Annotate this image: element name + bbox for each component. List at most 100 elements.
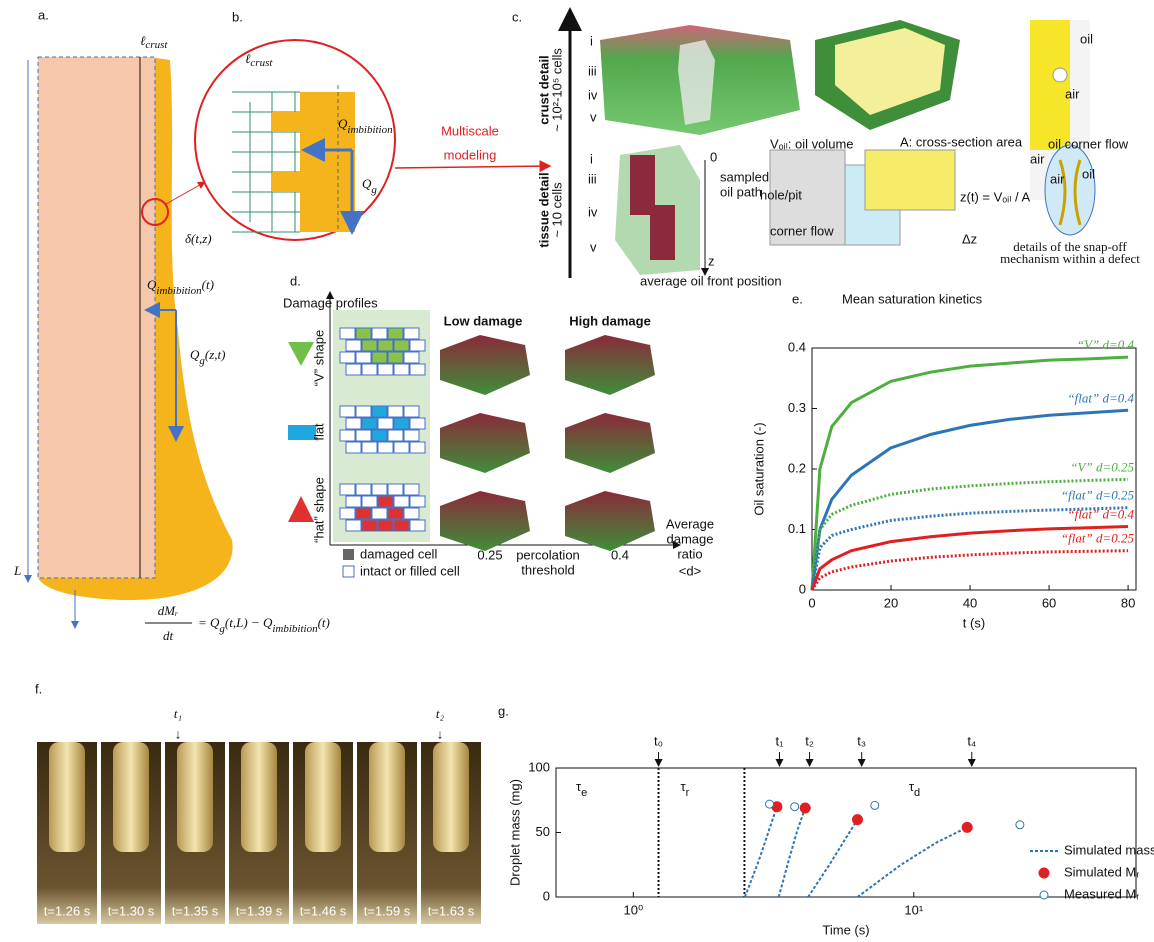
axis-tick: 0.25 [477, 547, 502, 562]
corner-label: corner flow [770, 223, 834, 238]
cell [356, 352, 371, 363]
tissue-render [440, 335, 530, 395]
cell [340, 352, 355, 363]
panel-d: d. Damage profiles “V” shape flat “hat” … [283, 273, 714, 578]
cell [378, 442, 393, 453]
phase-label: τd [909, 779, 920, 798]
probe [177, 742, 213, 852]
link-arrow [395, 166, 550, 168]
crust [300, 92, 355, 232]
y-tick-label: 0 [543, 888, 550, 903]
y-tick-label: 0.3 [788, 400, 806, 415]
marker [871, 801, 879, 809]
x-tick-label: 10¹ [904, 902, 923, 917]
sampled-label: sampled [720, 169, 769, 184]
frame-time: t=1.39 s [236, 903, 283, 918]
cell [378, 520, 393, 531]
probe [369, 742, 405, 852]
cell [404, 406, 419, 417]
args: (z,t) [205, 347, 226, 362]
panel-label: g. [498, 703, 509, 718]
x-tick-label: 0 [808, 595, 815, 610]
x-tick-label: 40 [963, 595, 977, 610]
legend-label: Measured Mᵣ [1064, 886, 1139, 901]
cell [372, 430, 387, 441]
volume-label: Vₒᵢₗ: oil volume [770, 136, 854, 151]
renders [440, 335, 655, 551]
subscript: imbibition [272, 623, 318, 635]
legend-swatch [343, 566, 354, 577]
cell [410, 418, 425, 429]
length-label: L [13, 563, 21, 578]
panel-label: e. [792, 291, 803, 306]
panel-label: b. [232, 9, 243, 24]
axis-title: damage [667, 531, 714, 546]
cell [356, 430, 371, 441]
v-icon [288, 342, 314, 366]
corner-flow-label: oil corner flow [1048, 136, 1129, 151]
args: (t) [202, 277, 214, 292]
frame-time: t=1.35 s [172, 903, 219, 918]
series-line [812, 551, 1128, 590]
level: iii [588, 171, 597, 186]
y-tick-label: 50 [536, 824, 550, 839]
x-tick-label: 20 [884, 595, 898, 610]
tissue-render [440, 413, 530, 473]
tissue-render [565, 413, 655, 473]
subscript: g [371, 184, 377, 196]
legend-swatch [1040, 891, 1048, 899]
panel-label: c. [512, 9, 522, 24]
cell [340, 430, 355, 441]
marker [791, 803, 799, 811]
figure: a. ℓcrust δ(t,z) Qimbibition(t) Qg(z,t) … [0, 0, 1154, 942]
hole-label: hole/pit [760, 187, 802, 202]
eq-rhs: = Qg(t,L) − Qimbibition(t) [198, 615, 330, 635]
profile-label: “V” shape [311, 330, 326, 386]
series-label: “flat” d=0.25 [1061, 531, 1135, 546]
series-label: “V” d=0.4 [1077, 337, 1135, 352]
series-label: “flat” d=0.4 [1067, 390, 1134, 405]
marker [800, 803, 810, 813]
panel-f: f. t₁ ↓ t₂ ↓ t=1.26 st=1.30 st=1.35 st=1… [35, 681, 481, 924]
cell [410, 442, 425, 453]
legend-label: intact or filled cell [360, 563, 460, 578]
cell [378, 364, 393, 375]
sampled-label: oil path [720, 184, 762, 199]
legend-label: Simulated mass [1064, 842, 1154, 857]
cell [650, 205, 675, 260]
y-tick-label: 0.4 [788, 339, 806, 354]
cell [362, 340, 377, 351]
column-label: High damage [569, 313, 651, 328]
profile-label: “hat” shape [311, 477, 326, 543]
subscript: crust [145, 39, 168, 51]
column [678, 40, 715, 125]
y-tick-label: 0.1 [788, 521, 806, 536]
probe [49, 742, 85, 852]
axis-label: ~ 10 cells [549, 182, 564, 238]
part: (t,L) − Q [225, 615, 273, 630]
x-tick-label: 60 [1042, 595, 1056, 610]
cell [404, 430, 419, 441]
panel-b: b. ℓcrust Qimbibition Qg Multiscale mode… [195, 9, 550, 240]
air-label: air [1030, 151, 1045, 166]
filled-cell [272, 112, 300, 132]
eq-denominator: dt [163, 628, 174, 643]
cell [394, 418, 409, 429]
air-label: air [1050, 171, 1065, 186]
cell [378, 340, 393, 351]
q-g: Qg(z,t) [190, 347, 225, 367]
cell [346, 442, 361, 453]
cell [362, 418, 377, 429]
arrow: ↓ [437, 726, 444, 741]
probe [113, 742, 149, 852]
axis-title: Average [666, 516, 714, 531]
marker [766, 800, 774, 808]
cell [388, 328, 403, 339]
part: (t) [318, 615, 330, 630]
series-label: “flat” d=0.25 [1061, 488, 1135, 503]
link-text: modeling [444, 147, 497, 162]
event-label: t₁ [775, 733, 784, 748]
oil-label: oil [1080, 31, 1093, 46]
y-axis-title: Oil saturation (-) [751, 422, 766, 515]
